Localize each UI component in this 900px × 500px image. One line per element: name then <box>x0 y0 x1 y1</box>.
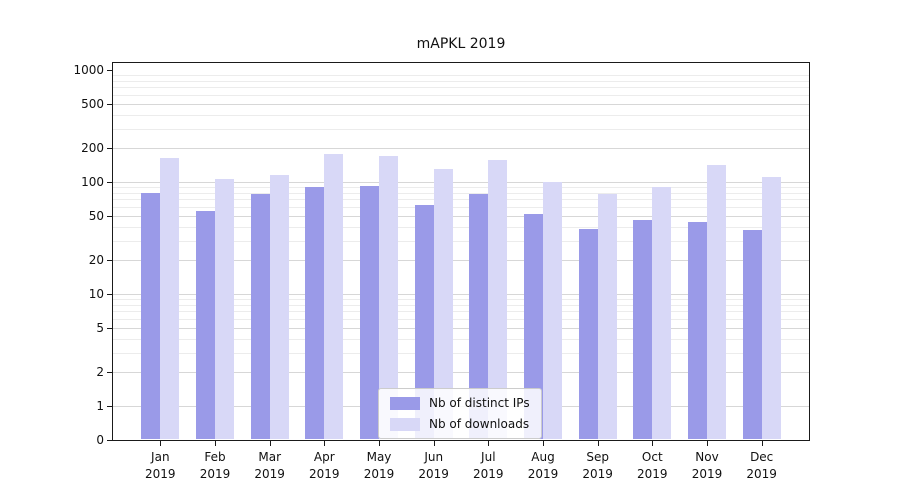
y-tick-label: 50 <box>88 208 104 223</box>
bar-downloads <box>488 159 508 439</box>
gridline-minor <box>113 128 809 130</box>
gridline-minor <box>113 80 809 82</box>
legend-label-downloads: Nb of downloads <box>429 417 530 431</box>
x-tick-mark <box>652 441 654 446</box>
bar-distinct-ips <box>305 187 325 439</box>
y-tick-label: 2 <box>96 365 104 380</box>
bar-downloads <box>707 164 726 439</box>
x-tick-label: Feb 2019 <box>199 450 231 481</box>
y-tick-label: 1000 <box>73 63 104 77</box>
y-tick-mark <box>107 148 112 150</box>
x-tick-mark <box>543 441 544 446</box>
bar-distinct-ips <box>469 194 489 439</box>
y-tick-mark <box>107 182 112 183</box>
bar-distinct-ips <box>196 211 215 439</box>
x-tick-label: Nov 2019 <box>691 450 723 481</box>
y-tick-mark <box>107 440 112 441</box>
y-tick-mark <box>107 294 112 295</box>
y-tick-label: 5 <box>96 320 104 335</box>
x-tick-mark <box>160 441 162 446</box>
gridline-minor <box>113 75 809 77</box>
x-tick-mark <box>433 441 435 446</box>
bar-downloads <box>215 178 234 439</box>
bar-distinct-ips <box>141 192 161 439</box>
bar-downloads <box>324 154 344 439</box>
bar-distinct-ips <box>360 185 379 439</box>
x-tick-label: May 2019 <box>363 450 395 481</box>
y-tick-label: 200 <box>81 141 104 156</box>
bar-downloads <box>652 187 672 439</box>
x-tick-mark <box>488 441 490 446</box>
y-tick-mark <box>107 103 112 105</box>
y-tick-label: 100 <box>81 175 104 189</box>
bar-downloads <box>543 182 562 439</box>
bar-distinct-ips <box>524 213 543 439</box>
plot-area <box>112 62 810 441</box>
legend-swatch-distinct-ips <box>390 396 420 410</box>
legend-label-distinct-ips: Nb of distinct IPs <box>429 396 530 410</box>
bar-downloads <box>379 156 398 439</box>
gridline-major <box>113 148 809 150</box>
y-tick-mark <box>107 372 112 374</box>
gridline-major <box>113 103 809 105</box>
x-tick-mark <box>379 441 380 446</box>
y-tick-label: 0 <box>96 433 104 447</box>
bar-distinct-ips <box>250 194 270 439</box>
y-tick-label: 10 <box>88 287 104 301</box>
x-tick-label: Oct 2019 <box>637 450 668 481</box>
y-tick-label: 500 <box>81 96 104 111</box>
bar-downloads <box>761 176 781 439</box>
x-tick-label: Sep 2019 <box>582 450 613 481</box>
x-tick-mark <box>215 441 216 446</box>
bar-downloads <box>433 169 453 439</box>
gridline-minor <box>113 114 809 116</box>
bar-distinct-ips <box>633 219 653 439</box>
y-tick-mark <box>107 70 112 71</box>
y-tick-label: 1 <box>96 399 104 413</box>
bar-downloads <box>160 157 180 439</box>
chart-title: mAPKL 2019 <box>416 36 506 52</box>
x-tick-label: Mar 2019 <box>254 450 285 481</box>
bar-distinct-ips <box>578 229 598 439</box>
x-tick-label: Aug 2019 <box>527 450 559 481</box>
bar-distinct-ips <box>742 230 762 439</box>
legend-entry-downloads: Nb of downloads <box>390 417 530 431</box>
x-tick-mark <box>324 441 326 446</box>
y-tick-mark <box>107 260 112 262</box>
bar-distinct-ips <box>688 221 707 439</box>
y-tick-mark <box>107 406 112 407</box>
x-tick-label: Dec 2019 <box>746 450 777 481</box>
y-tick-mark <box>107 215 112 217</box>
gridline-minor <box>113 87 809 89</box>
bar-distinct-ips <box>414 205 434 439</box>
x-tick-label: Apr 2019 <box>309 450 340 481</box>
gridline-minor <box>113 94 809 96</box>
bar-downloads <box>597 194 617 439</box>
x-tick-label: Jun 2019 <box>418 450 449 481</box>
legend-entry-distinct-ips: Nb of distinct IPs <box>390 396 530 410</box>
legend: Nb of distinct IPs Nb of downloads <box>378 388 542 439</box>
y-tick-mark <box>107 327 112 329</box>
x-tick-mark <box>269 441 271 446</box>
y-tick-label: 20 <box>88 253 104 268</box>
x-tick-mark <box>597 441 599 446</box>
x-tick-mark <box>707 441 708 446</box>
bar-downloads <box>269 175 289 439</box>
legend-swatch-downloads <box>390 417 420 431</box>
x-tick-mark <box>761 441 763 446</box>
x-tick-label: Jul 2019 <box>473 450 504 481</box>
x-tick-label: Jan 2019 <box>145 450 176 481</box>
